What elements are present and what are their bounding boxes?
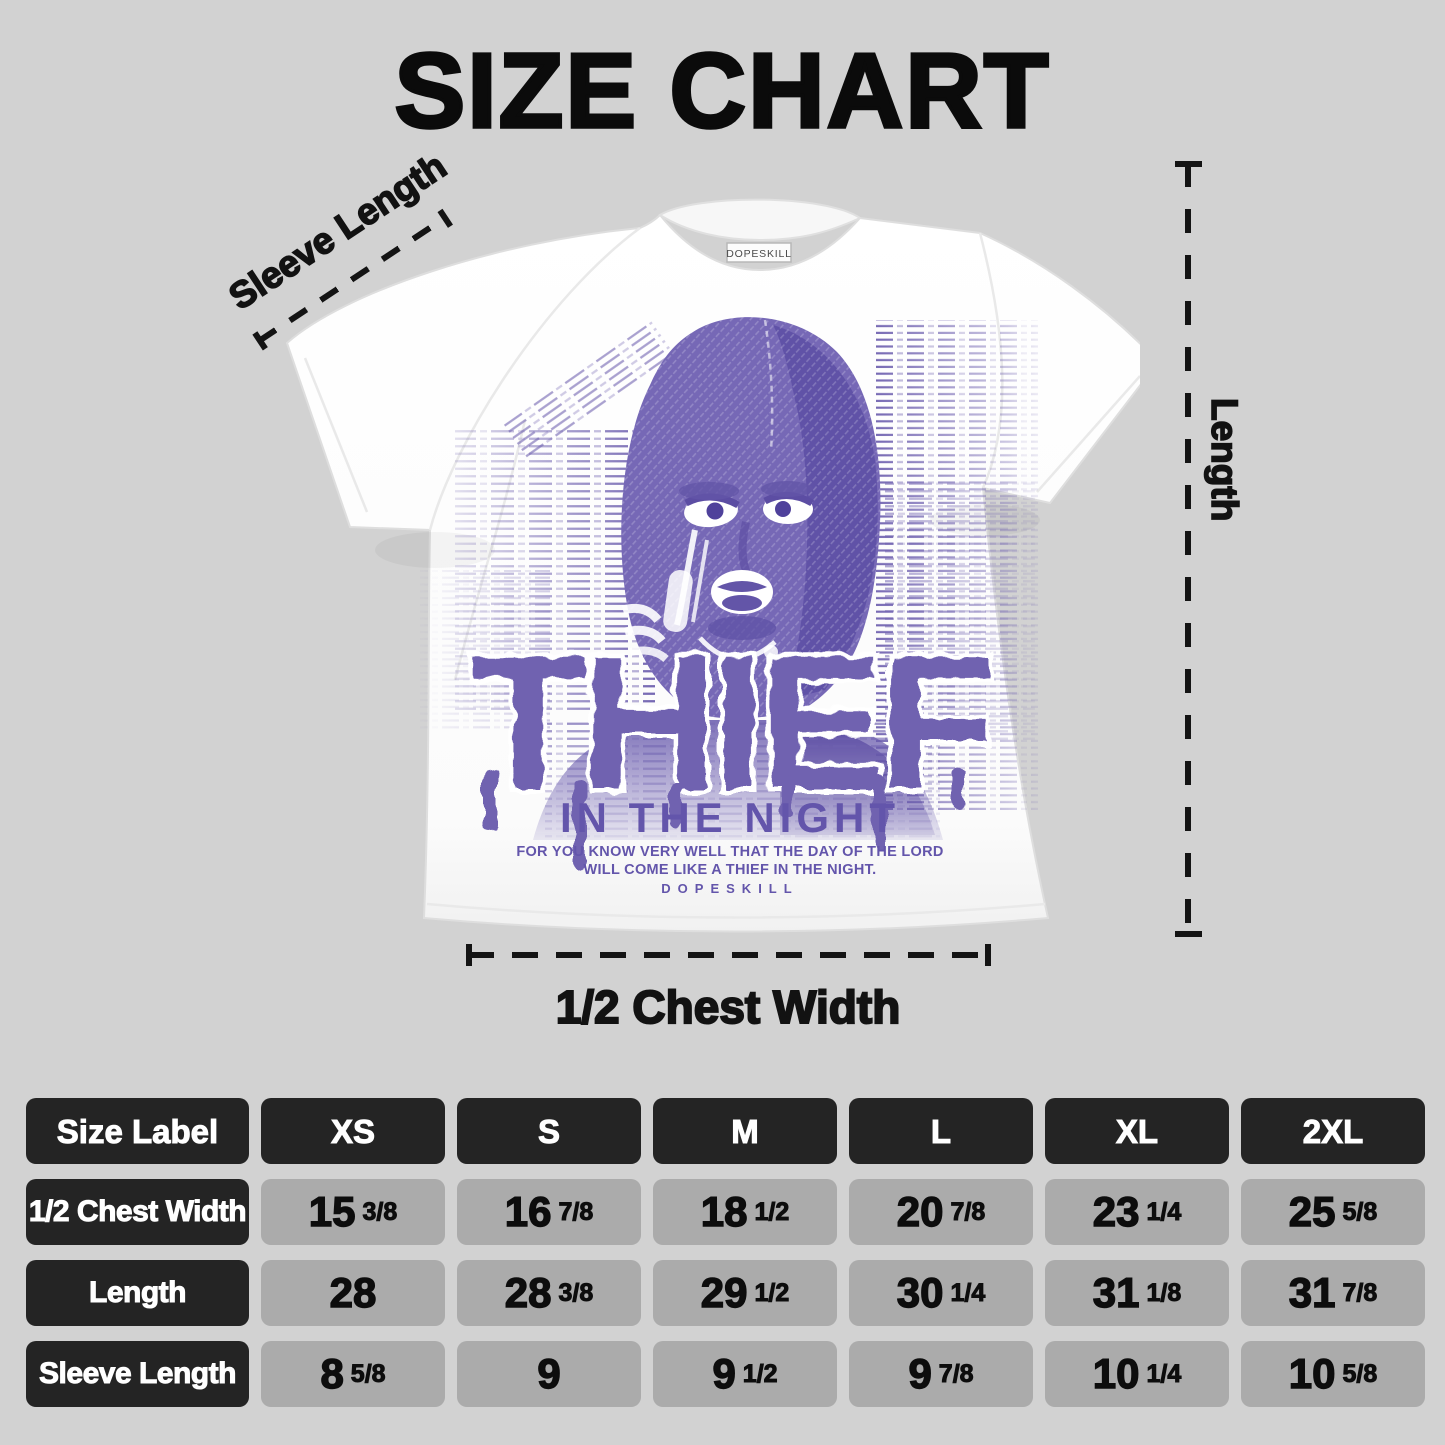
collar-band (658, 198, 863, 242)
value-cell: 29 1/2 (653, 1260, 837, 1326)
chest-width-label: 1/2 Chest Width (555, 981, 902, 1033)
highlight-dot (764, 645, 778, 659)
size-header-xl: XL (1045, 1098, 1229, 1164)
value-cell: 28 3/8 (457, 1260, 641, 1326)
length-label: Length (1203, 397, 1246, 522)
table-corner-header: Size Label (26, 1098, 249, 1164)
verse-line-1: FOR YOU KNOW VERY WELL THAT THE DAY OF T… (516, 844, 943, 860)
page-title: SIZE CHART (393, 32, 1051, 150)
value-cell: 20 7/8 (849, 1179, 1033, 1245)
scanline-texture-left-low (420, 570, 550, 730)
value-cell: 23 1/4 (1045, 1179, 1229, 1245)
size-header-l: L (849, 1098, 1033, 1164)
row-label-chest-width: 1/2 Chest Width (26, 1179, 249, 1245)
collar-brand-label: DOPESKILL (726, 248, 792, 260)
value-cell: 31 1/8 (1045, 1260, 1229, 1326)
size-header-xs: XS (261, 1098, 445, 1164)
size-header-s: S (457, 1098, 641, 1164)
headline-text: THIEF (471, 617, 990, 829)
measure-tick (985, 944, 991, 966)
right-eye (761, 481, 814, 524)
measure-tick (466, 944, 472, 966)
size-header-m: M (653, 1098, 837, 1164)
value-cell: 16 7/8 (457, 1179, 641, 1245)
chest-width-measure-line (466, 944, 991, 966)
value-cell: 9 1/2 (653, 1341, 837, 1407)
thief-print: THIEF IN THE NIGHT FOR YOU KNOW VERY WEL… (420, 317, 1038, 896)
value-cell: 15 3/8 (261, 1179, 445, 1245)
verse-line-2: WILL COME LIKE A THIEF IN THE NIGHT. (583, 862, 876, 878)
subheadline-text: IN THE NIGHT (560, 794, 900, 841)
value-cell: 10 1/4 (1045, 1341, 1229, 1407)
diagonal-streak (503, 321, 676, 459)
row-label-sleeve-length: Sleeve Length (26, 1341, 249, 1407)
value-cell: 25 5/8 (1241, 1179, 1425, 1245)
value-cell: 18 1/2 (653, 1179, 837, 1245)
measure-tick (1175, 931, 1202, 937)
value-cell: 30 1/4 (849, 1260, 1033, 1326)
mouth (708, 570, 776, 640)
headline-group: THIEF (466, 612, 1000, 870)
hand-and-phone (621, 529, 709, 663)
size-table: Size Label XS S M L XL 2XL 1/2 Chest Wid… (26, 1098, 1425, 1407)
tshirt-image: DOPESKILL (225, 180, 1140, 970)
size-header-2xl: 2XL (1241, 1098, 1425, 1164)
value-cell: 31 7/8 (1241, 1260, 1425, 1326)
value-cell: 9 (457, 1341, 641, 1407)
tshirt-graphic-svg: DOPESKILL (285, 198, 1140, 933)
value-cell: 8 5/8 (261, 1341, 445, 1407)
length-measure-line (1175, 161, 1202, 937)
value-cell: 10 5/8 (1241, 1341, 1425, 1407)
measure-tick (1175, 161, 1202, 167)
print-brand: DOPESKILL (661, 881, 798, 896)
paint-drips (483, 768, 964, 870)
hood-seam (763, 319, 774, 451)
row-label-length: Length (26, 1260, 249, 1326)
scanline-texture-right-low (885, 480, 1035, 740)
value-cell: 9 7/8 (849, 1341, 1033, 1407)
value-cell: 28 (261, 1260, 445, 1326)
collar-label-box (726, 242, 792, 263)
left-eye (679, 482, 740, 528)
